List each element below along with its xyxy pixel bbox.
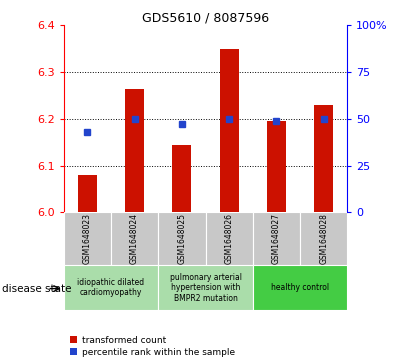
- Bar: [158, 212, 206, 265]
- Bar: [300, 212, 347, 265]
- Bar: [219, 49, 238, 212]
- Bar: [78, 175, 97, 212]
- Bar: [125, 89, 144, 212]
- Text: GSM1648025: GSM1648025: [178, 213, 186, 264]
- Bar: [64, 212, 111, 265]
- Bar: [314, 105, 333, 212]
- Text: GSM1648027: GSM1648027: [272, 213, 281, 264]
- Bar: [206, 212, 253, 265]
- Bar: [158, 265, 253, 310]
- Text: idiopathic dilated
cardiomyopathy: idiopathic dilated cardiomyopathy: [77, 278, 145, 297]
- Title: GDS5610 / 8087596: GDS5610 / 8087596: [142, 11, 269, 24]
- Text: pulmonary arterial
hypertension with
BMPR2 mutation: pulmonary arterial hypertension with BMP…: [169, 273, 242, 303]
- Bar: [172, 144, 191, 212]
- Legend: transformed count, percentile rank within the sample: transformed count, percentile rank withi…: [68, 334, 237, 359]
- Text: GSM1648026: GSM1648026: [225, 213, 233, 264]
- Text: GSM1648023: GSM1648023: [83, 213, 92, 264]
- Bar: [64, 265, 158, 310]
- Text: healthy control: healthy control: [271, 283, 329, 292]
- Text: GSM1648024: GSM1648024: [130, 213, 139, 264]
- Text: disease state: disease state: [2, 284, 72, 294]
- Bar: [267, 121, 286, 212]
- Bar: [253, 265, 347, 310]
- Bar: [111, 212, 158, 265]
- Text: GSM1648028: GSM1648028: [319, 213, 328, 264]
- Bar: [253, 212, 300, 265]
